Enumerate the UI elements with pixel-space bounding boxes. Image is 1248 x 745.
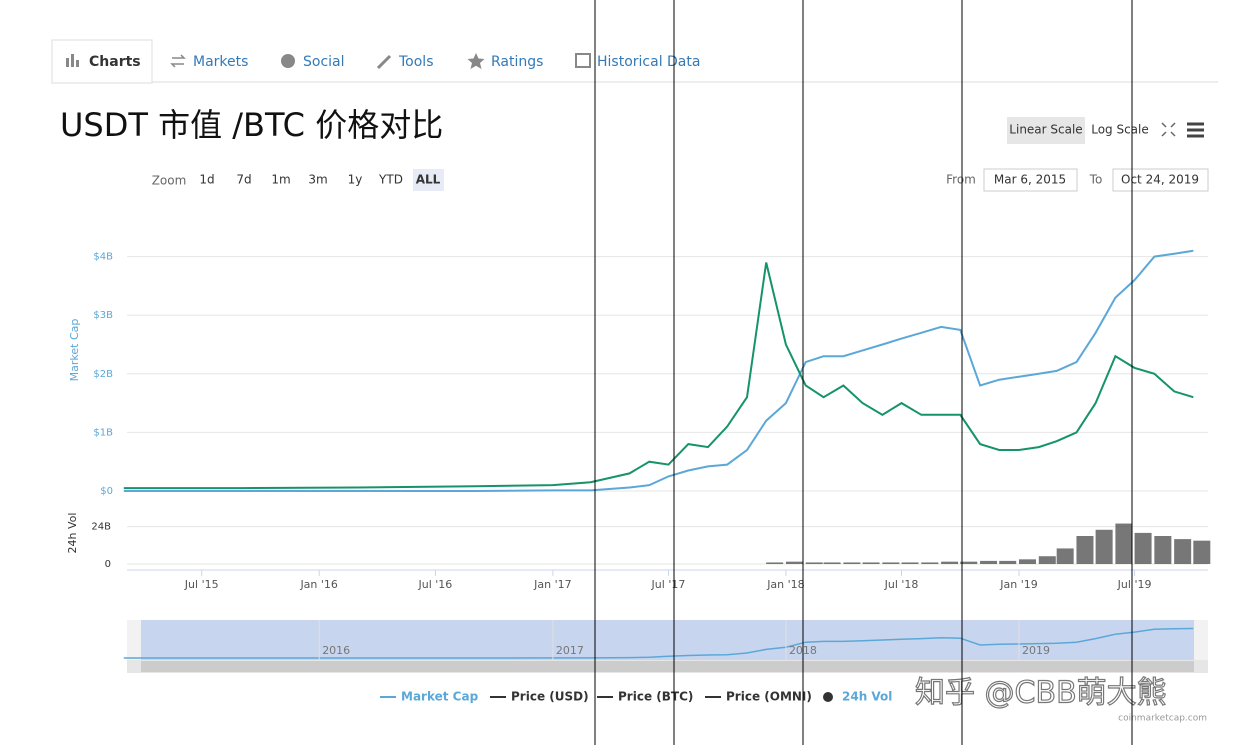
x-tick-label: Jul '15 bbox=[184, 578, 219, 591]
x-tick-label: Jul '17 bbox=[651, 578, 686, 591]
to-label: To bbox=[1089, 173, 1103, 187]
y-axis-label: Market Cap bbox=[68, 319, 81, 382]
tab[interactable]: Social bbox=[303, 54, 345, 70]
linear-scale-button[interactable] bbox=[1007, 117, 1085, 144]
vol-bar bbox=[941, 561, 959, 564]
vol-bar bbox=[1056, 548, 1074, 564]
legend-item[interactable]: Price (BTC) bbox=[618, 690, 693, 704]
menu-icon[interactable] bbox=[1187, 122, 1204, 138]
line bbox=[123, 262, 1194, 490]
vol-bar bbox=[1134, 532, 1152, 564]
vol-tick-label: 24B bbox=[91, 522, 111, 533]
chart-layer: $0 $1B $2B $3B $4B Jul '15 Jan '16 Jul '16 Jan '… bbox=[91, 249, 1211, 704]
zoom-buttons: 1d 7d 1m 3m 1y YTD ALL bbox=[199, 173, 440, 187]
vol-bar bbox=[1174, 539, 1192, 564]
legend-item[interactable]: Price (USD) bbox=[511, 690, 589, 704]
navigator-label: 2016 bbox=[322, 644, 350, 657]
vol-bar bbox=[1019, 559, 1037, 564]
x-tick-label: Jul '19 bbox=[1117, 578, 1152, 591]
tab[interactable]: Charts bbox=[89, 54, 141, 70]
watermark: 知乎 @CBB萌大熊 bbox=[915, 676, 1167, 711]
tab[interactable]: Historical Data bbox=[597, 54, 700, 70]
y-tick-label: $1B bbox=[93, 427, 113, 438]
from-date[interactable]: Mar 6, 2015 bbox=[994, 173, 1066, 187]
vol-bar bbox=[862, 562, 880, 564]
from-label: From bbox=[946, 173, 976, 187]
to-input[interactable] bbox=[1112, 168, 1209, 192]
tab[interactable]: Ratings bbox=[491, 54, 543, 70]
tab[interactable]: Markets bbox=[193, 54, 248, 70]
credit: coinmarketcap.com bbox=[1118, 714, 1207, 724]
scale-button[interactable]: Log Scale bbox=[1091, 123, 1149, 137]
from-input[interactable] bbox=[983, 168, 1078, 192]
to-date[interactable]: Oct 24, 2019 bbox=[1121, 173, 1199, 187]
annotation-lines bbox=[594, 0, 1133, 745]
zoom-button[interactable]: 7d bbox=[236, 173, 251, 187]
scale-button[interactable]: Linear Scale bbox=[1009, 123, 1082, 137]
x-tick-label: Jan '18 bbox=[766, 578, 804, 591]
line bbox=[123, 249, 1194, 492]
y-tick-label: $0 bbox=[100, 486, 113, 497]
navigator-label: 2017 bbox=[556, 644, 584, 657]
vol-bar bbox=[980, 560, 998, 564]
vol-bar bbox=[843, 562, 861, 564]
x-tick-label: Jan '19 bbox=[999, 578, 1037, 591]
title: USDT 市值 /BTC 价格对比 bbox=[60, 106, 443, 144]
y-tick-label: $3B bbox=[93, 310, 113, 321]
vol-bar bbox=[1095, 529, 1113, 564]
vol-bar bbox=[785, 561, 803, 564]
zoom-label: Zoom bbox=[152, 174, 187, 188]
zoom-button[interactable]: 3m bbox=[308, 173, 327, 187]
vol-bar bbox=[960, 561, 978, 564]
y-tick-label: $4B bbox=[93, 252, 113, 263]
navigator-label: 2019 bbox=[1022, 644, 1050, 657]
vol-bar bbox=[823, 562, 841, 564]
vol-bar bbox=[1076, 536, 1094, 564]
scrollbar-thumb[interactable] bbox=[141, 661, 1194, 672]
vol-bar bbox=[921, 562, 939, 564]
zoom-button[interactable]: 1d bbox=[199, 173, 214, 187]
x-tick-label: Jul '16 bbox=[418, 578, 453, 591]
vol-bar bbox=[766, 562, 784, 564]
zoom-button[interactable]: YTD bbox=[378, 173, 403, 187]
vol-bar bbox=[1038, 556, 1056, 564]
tab[interactable]: Tools bbox=[398, 54, 434, 70]
x-tick-label: Jan '17 bbox=[533, 578, 571, 591]
legend-item[interactable]: Market Cap bbox=[401, 690, 479, 704]
tab-icons bbox=[66, 53, 591, 70]
navigator-line bbox=[123, 627, 1194, 659]
vol-bar bbox=[901, 562, 919, 564]
zoom-button[interactable]: ALL bbox=[416, 173, 441, 187]
fullscreen-icon[interactable] bbox=[1161, 122, 1176, 137]
vol-tick-label: 0 bbox=[105, 559, 111, 570]
vol-bar bbox=[882, 562, 900, 564]
legend-item[interactable]: 24h Vol bbox=[842, 690, 892, 704]
vol-bar bbox=[999, 560, 1017, 564]
vol-bar bbox=[805, 562, 823, 564]
navigator-window[interactable] bbox=[141, 620, 1194, 660]
zoom-active[interactable] bbox=[413, 169, 444, 191]
y-tick-label: $2B bbox=[93, 369, 113, 380]
zoom-button[interactable]: 1m bbox=[271, 173, 290, 187]
zoom-button[interactable]: 1y bbox=[348, 173, 363, 187]
legend-item[interactable]: Price (OMNI) bbox=[726, 690, 812, 704]
vol-bar bbox=[1154, 536, 1172, 564]
legend-symbol bbox=[823, 692, 833, 702]
vol-axis-label: 24h Vol bbox=[66, 513, 79, 554]
x-tick-label: Jan '16 bbox=[299, 578, 337, 591]
x-tick-label: Jul '18 bbox=[884, 578, 919, 591]
vol-bar bbox=[1193, 540, 1211, 564]
vol-bar bbox=[1115, 523, 1133, 564]
